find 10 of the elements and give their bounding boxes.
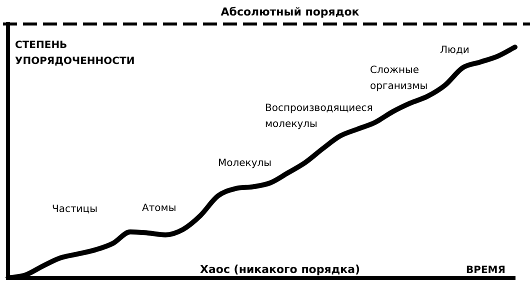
annotation: Сложные организмы: [370, 65, 428, 92]
annotation: Хаос (никакого порядка): [200, 263, 360, 276]
annotation: Атомы: [142, 203, 176, 214]
annotation: Люди: [440, 45, 470, 56]
ref-line-label: Абсолютный порядок: [220, 5, 360, 18]
x-axis-title: ВРЕМЯ: [466, 265, 506, 276]
annotation: Воспроизводящиеся молекулы: [265, 103, 373, 130]
annotation: Частицы: [52, 204, 98, 215]
y-axis-title: СТЕПЕНЬ УПОРЯДОЧЕННОСТИ: [15, 40, 135, 67]
annotation: Молекулы: [218, 158, 272, 169]
